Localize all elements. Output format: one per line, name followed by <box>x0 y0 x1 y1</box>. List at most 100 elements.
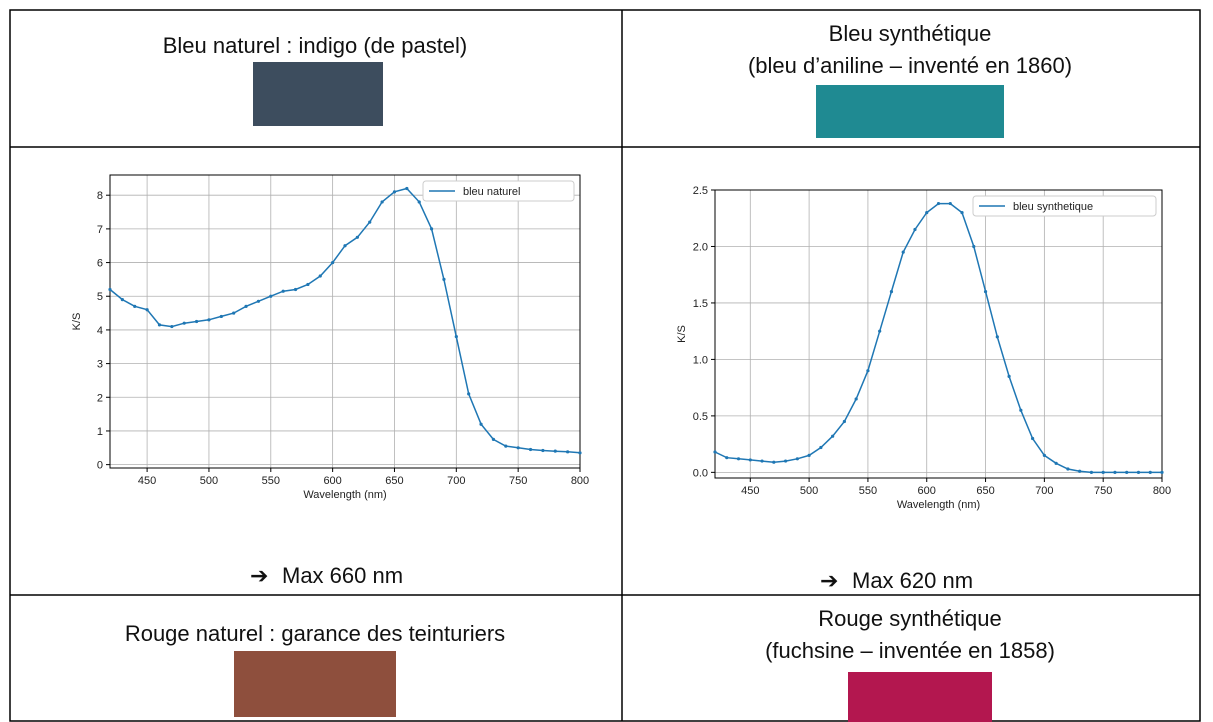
swatch-garance <box>234 651 396 717</box>
x-tick-label: 450 <box>138 475 156 487</box>
point <box>306 282 310 287</box>
point <box>960 210 964 215</box>
point <box>925 210 929 215</box>
y-axis-label: K/S <box>71 313 83 331</box>
series-line <box>714 202 1162 474</box>
y-tick-label: 1.5 <box>693 298 708 310</box>
point <box>831 434 835 438</box>
x-axis-label: Wavelength (nm) <box>303 489 386 501</box>
point <box>578 451 582 455</box>
point <box>454 335 458 339</box>
y-tick-label: 0 <box>97 460 103 472</box>
y-tick-label: 1.0 <box>693 354 708 366</box>
point <box>108 287 112 292</box>
point <box>1031 436 1035 441</box>
point <box>368 220 372 224</box>
x-tick-label: 600 <box>918 485 936 497</box>
x-tick-label: 550 <box>262 475 280 487</box>
point <box>182 321 186 325</box>
y-tick-label: 4 <box>97 325 103 337</box>
point <box>936 201 941 206</box>
y-tick-label: 2 <box>97 392 103 404</box>
point <box>783 459 788 463</box>
y-tick-label: 8 <box>97 190 103 202</box>
point <box>528 447 533 452</box>
x-tick-label: 500 <box>800 485 818 497</box>
plot-frame <box>714 189 1163 479</box>
point <box>170 324 174 329</box>
cell-text: Rouge synthétique <box>818 606 1001 631</box>
cell-text: Bleu naturel : indigo (de pastel) <box>163 33 468 58</box>
point <box>553 449 557 453</box>
swatch-fuchsine <box>848 672 992 722</box>
cell-text: (fuchsine – inventée en 1858) <box>765 638 1055 663</box>
point <box>995 335 999 339</box>
point <box>405 186 409 191</box>
y-tick-label: 5 <box>97 291 103 303</box>
point <box>795 457 799 461</box>
point <box>133 304 137 308</box>
x-tick-label: 800 <box>571 475 589 487</box>
y-tick-label: 3 <box>97 359 103 371</box>
x-tick-label: 650 <box>385 475 403 487</box>
y-tick-label: 7 <box>97 224 103 236</box>
point <box>1007 374 1011 378</box>
y-axis-label: K/S <box>676 325 688 343</box>
x-tick-label: 650 <box>976 485 994 497</box>
point <box>1019 408 1023 412</box>
point <box>331 260 335 265</box>
point <box>948 201 952 206</box>
y-tick-label: 6 <box>97 258 103 270</box>
point <box>219 314 223 319</box>
point <box>207 318 211 322</box>
point <box>1148 470 1152 474</box>
point <box>725 456 729 460</box>
point <box>819 445 823 450</box>
arrow: ➔ <box>820 568 838 593</box>
legend-box <box>972 195 1157 217</box>
point <box>194 319 199 324</box>
swatch-indigo <box>253 62 383 126</box>
point <box>467 392 471 396</box>
point <box>713 450 717 454</box>
series-line <box>109 187 581 454</box>
y-tick-label: 0.5 <box>693 411 708 423</box>
point <box>1136 470 1141 474</box>
point <box>854 397 858 401</box>
x-tick-label: 750 <box>1094 485 1112 497</box>
legend-label: bleu naturel <box>463 186 521 198</box>
point <box>866 369 870 373</box>
point <box>479 422 483 426</box>
point <box>901 250 905 254</box>
point <box>878 329 882 333</box>
plot-frame <box>109 174 581 469</box>
point <box>1160 470 1164 474</box>
point <box>491 437 496 441</box>
x-tick-label: 750 <box>509 475 527 487</box>
point <box>566 450 570 454</box>
point <box>504 444 508 448</box>
x-tick-label: 700 <box>1035 485 1053 497</box>
point <box>392 190 397 194</box>
point <box>281 289 285 293</box>
point <box>1042 453 1046 458</box>
x-tick-label: 600 <box>323 475 341 487</box>
cell-text: (bleu d’aniline – inventé en 1860) <box>748 53 1072 78</box>
point <box>541 448 545 453</box>
y-tick-label: 2.5 <box>693 185 708 197</box>
cell-text: Rouge naturel : garance des teinturiers <box>125 621 505 646</box>
point <box>417 200 421 204</box>
point <box>1125 470 1129 474</box>
point <box>748 458 752 462</box>
point <box>1054 461 1058 465</box>
point <box>429 227 434 231</box>
swatch-aniline <box>816 85 1004 138</box>
table-borders <box>9 9 1201 722</box>
legend-label: bleu synthetique <box>1013 201 1093 213</box>
point <box>972 244 976 249</box>
point <box>772 460 776 464</box>
legend-box <box>422 180 575 202</box>
caption: Max 620 nm <box>852 568 973 593</box>
point <box>380 200 384 204</box>
